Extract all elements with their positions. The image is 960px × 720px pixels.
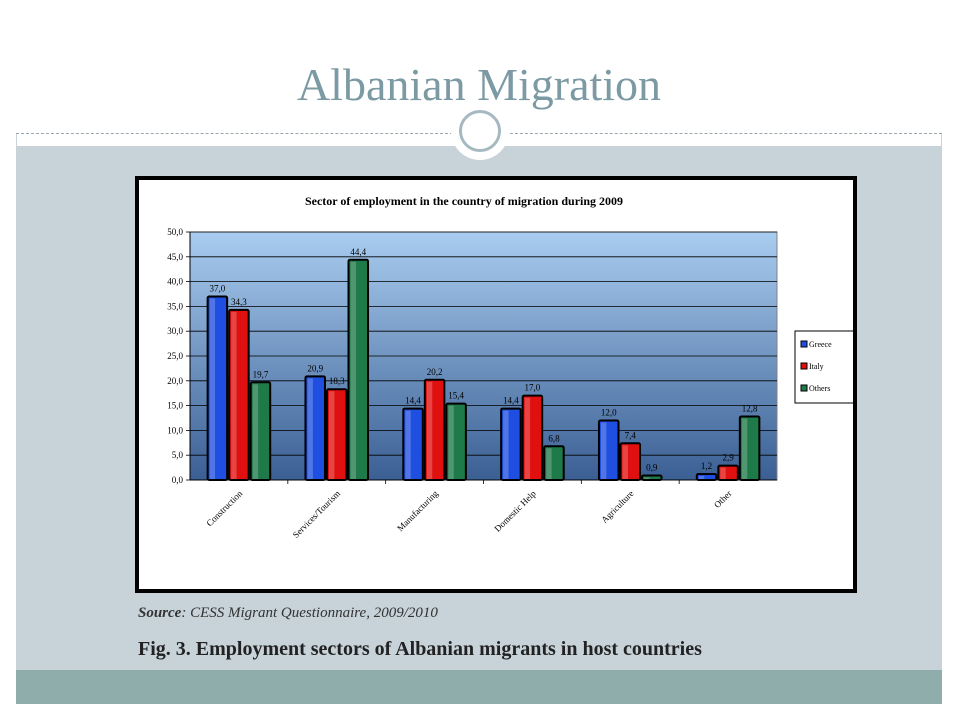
y-tick-label: 25,0 — [167, 351, 183, 361]
bar-italy — [619, 442, 642, 481]
bar-highlight — [307, 378, 313, 479]
source-label: Source — [138, 605, 182, 621]
data-label: 20,9 — [307, 363, 323, 373]
y-tick-label: 0,0 — [172, 475, 184, 485]
bar-greece — [695, 473, 718, 482]
bar-highlight — [546, 448, 552, 479]
data-label: 2,9 — [722, 453, 734, 463]
data-label: 1,2 — [701, 461, 712, 471]
x-tick-label: Manufacturing — [395, 488, 440, 533]
data-label: 20,2 — [427, 367, 443, 377]
bar-greece — [304, 375, 326, 481]
data-label: 19,7 — [253, 369, 269, 379]
bar-highlight — [524, 397, 531, 479]
y-tick-label: 40,0 — [167, 277, 183, 287]
y-tick-label: 10,0 — [167, 425, 183, 435]
legend-label-greece: Greece — [809, 340, 832, 349]
bar-highlight — [350, 261, 356, 479]
data-label: 14,4 — [405, 396, 421, 406]
bar-highlight — [209, 298, 216, 479]
y-tick-label: 35,0 — [167, 301, 183, 311]
x-tick-label: Services/Tourism — [291, 488, 343, 540]
bar-highlight — [622, 445, 628, 479]
bar-highlight — [426, 381, 433, 479]
bar-italy — [521, 394, 544, 481]
bar-italy — [717, 464, 739, 481]
x-tick-label: Other — [712, 488, 734, 510]
chart-container: Sector of employment in the country of m… — [135, 176, 857, 593]
legend-label-italy: Italy — [809, 362, 824, 371]
bar-others — [543, 445, 565, 482]
bar-italy — [228, 308, 250, 481]
data-label: 17,0 — [525, 383, 541, 393]
y-tick-label: 5,0 — [172, 450, 184, 460]
bar-highlight — [741, 418, 748, 479]
source-text: : CESS Migrant Questionnaire, 2009/2010 — [181, 605, 438, 621]
bar-others — [249, 381, 272, 481]
data-label: 44,4 — [350, 247, 366, 257]
y-tick-label: 20,0 — [167, 376, 183, 386]
bar-highlight — [231, 311, 237, 479]
data-label: 12,8 — [742, 404, 758, 414]
bar-others — [738, 415, 761, 481]
bar-others — [641, 474, 663, 482]
y-tick-label: 30,0 — [167, 326, 183, 336]
data-label: 6,8 — [548, 433, 560, 443]
chart-legend: Greece Italy Others — [794, 330, 855, 404]
data-label: 34,3 — [231, 297, 247, 307]
y-tick-label: 45,0 — [167, 252, 183, 262]
footer-band — [16, 670, 942, 704]
legend-label-others: Others — [809, 384, 830, 393]
slide-title: Albanian Migration — [296, 59, 662, 110]
x-tick-label: Domestic Help — [492, 488, 538, 534]
data-label: 37,0 — [210, 283, 226, 293]
bar-highlight — [252, 384, 259, 479]
bar-highlight — [720, 467, 726, 479]
bar-highlight — [600, 422, 607, 479]
chart-title: Sector of employment in the country of m… — [305, 194, 623, 208]
y-tick-label: 15,0 — [167, 401, 183, 411]
figure-caption: Fig. 3. Employment sectors of Albanian m… — [138, 638, 702, 660]
source-note: Source: CESS Migrant Questionnaire, 2009… — [138, 605, 438, 622]
legend-swatch-others — [800, 384, 808, 392]
data-label: 18,3 — [329, 376, 345, 386]
bar-others — [445, 402, 467, 481]
bar-greece — [402, 407, 424, 482]
bar-others — [347, 258, 370, 481]
bar-greece — [500, 407, 522, 482]
bar-chart: Sector of employment in the country of m… — [167, 194, 855, 540]
y-tick-label: 50,0 — [167, 227, 183, 237]
x-tick-label: Agriculture — [599, 488, 635, 524]
bar-greece — [597, 419, 620, 481]
data-label: 7,4 — [625, 430, 637, 440]
bar-italy — [423, 378, 446, 481]
legend-swatch-greece — [800, 340, 808, 348]
bar-highlight — [644, 477, 650, 479]
bar-highlight — [698, 476, 705, 479]
legend-swatch-italy — [800, 362, 808, 370]
data-label: 0,9 — [646, 463, 658, 473]
data-label: 12,0 — [601, 407, 617, 417]
x-tick-label: Construction — [204, 488, 244, 528]
bar-highlight — [405, 410, 411, 479]
bar-highlight — [328, 391, 335, 479]
circle-ornament-icon — [451, 102, 509, 160]
bar-highlight — [503, 410, 509, 479]
data-label: 14,4 — [503, 396, 519, 406]
data-label: 15,4 — [448, 391, 464, 401]
bar-greece — [206, 295, 229, 482]
bar-italy — [325, 388, 348, 481]
bar-highlight — [448, 405, 454, 479]
